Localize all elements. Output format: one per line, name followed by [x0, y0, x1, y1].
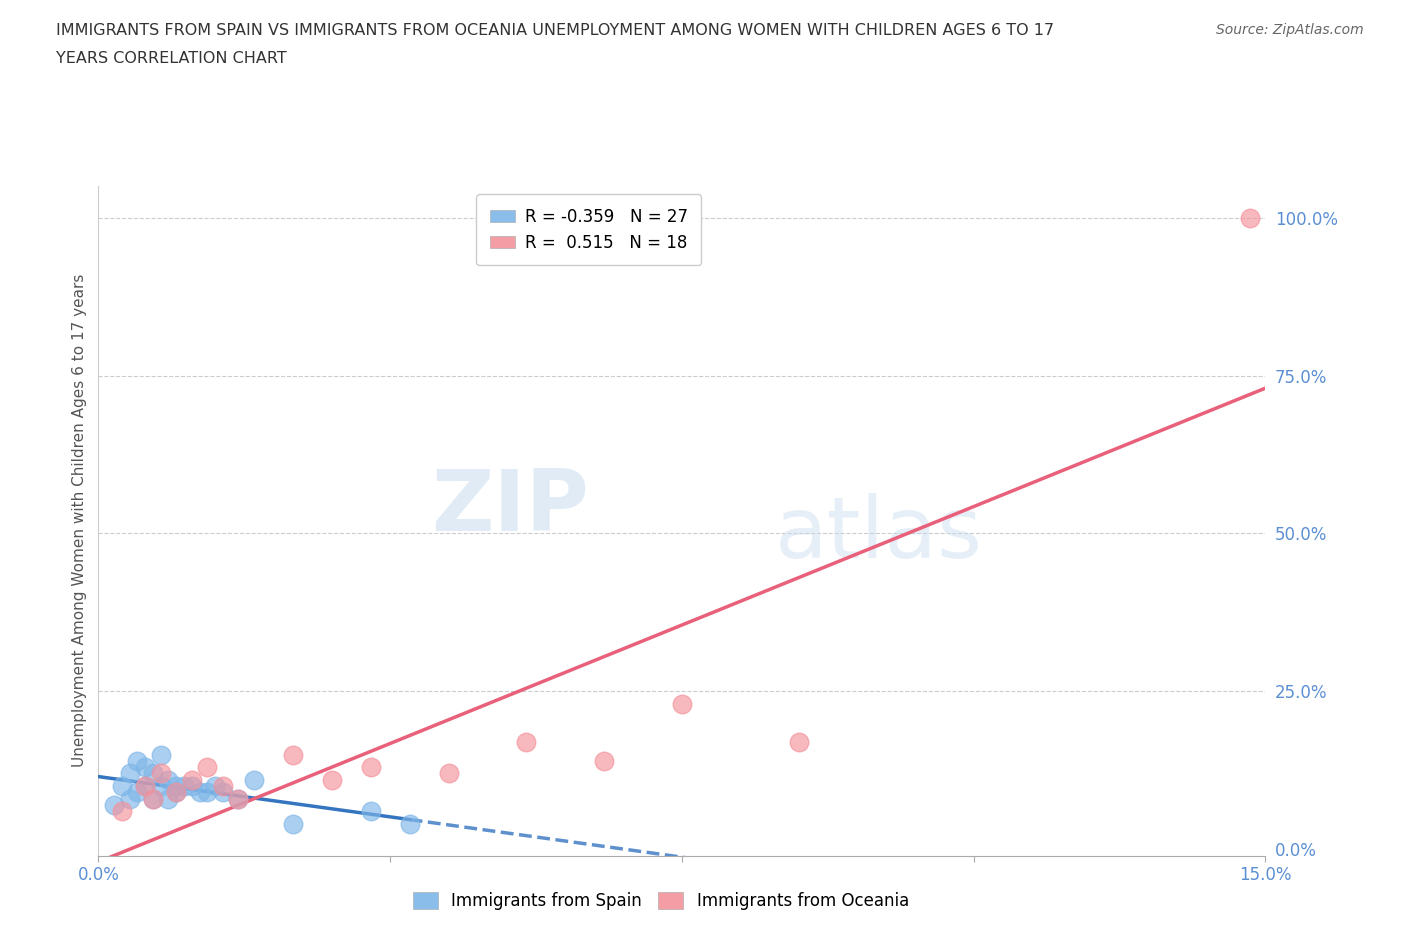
Point: [127, 785, 149, 800]
Point: [243, 772, 266, 787]
Point: [212, 778, 235, 793]
Point: [157, 772, 180, 787]
Point: [188, 785, 211, 800]
Point: [515, 735, 537, 750]
Point: [228, 791, 250, 806]
Point: [212, 785, 235, 800]
Text: atlas: atlas: [775, 493, 983, 576]
Legend: Immigrants from Spain, Immigrants from Oceania: Immigrants from Spain, Immigrants from O…: [406, 885, 915, 917]
Point: [165, 785, 187, 800]
Point: [118, 791, 141, 806]
Point: [127, 753, 149, 768]
Point: [118, 766, 141, 781]
Legend: R = -0.359   N = 27, R =  0.515   N = 18: R = -0.359 N = 27, R = 0.515 N = 18: [477, 194, 700, 265]
Point: [228, 791, 250, 806]
Point: [360, 804, 382, 818]
Point: [281, 747, 304, 762]
Point: [134, 778, 156, 793]
Text: YEARS CORRELATION CHART: YEARS CORRELATION CHART: [56, 51, 287, 66]
Point: [360, 760, 382, 775]
Point: [103, 798, 125, 813]
Point: [149, 766, 172, 781]
Point: [111, 778, 134, 793]
Point: [173, 778, 195, 793]
Point: [180, 778, 202, 793]
Point: [165, 785, 187, 800]
Point: [398, 817, 420, 831]
Point: [142, 791, 165, 806]
Point: [134, 760, 156, 775]
Text: IMMIGRANTS FROM SPAIN VS IMMIGRANTS FROM OCEANIA UNEMPLOYMENT AMONG WOMEN WITH C: IMMIGRANTS FROM SPAIN VS IMMIGRANTS FROM…: [56, 23, 1054, 38]
Point: [149, 747, 172, 762]
Point: [165, 778, 187, 793]
Point: [204, 778, 226, 793]
Point: [134, 778, 156, 793]
Text: ZIP: ZIP: [430, 466, 589, 549]
Point: [593, 753, 616, 768]
Point: [195, 785, 218, 800]
Y-axis label: Unemployment Among Women with Children Ages 6 to 17 years: Unemployment Among Women with Children A…: [72, 274, 87, 767]
Point: [142, 766, 165, 781]
Point: [437, 766, 460, 781]
Point: [787, 735, 810, 750]
Point: [142, 791, 165, 806]
Point: [1239, 210, 1261, 225]
Point: [195, 760, 218, 775]
Point: [281, 817, 304, 831]
Point: [111, 804, 134, 818]
Point: [321, 772, 343, 787]
Point: [671, 697, 693, 711]
Text: Source: ZipAtlas.com: Source: ZipAtlas.com: [1216, 23, 1364, 37]
Point: [180, 772, 202, 787]
Point: [149, 778, 172, 793]
Point: [157, 791, 180, 806]
